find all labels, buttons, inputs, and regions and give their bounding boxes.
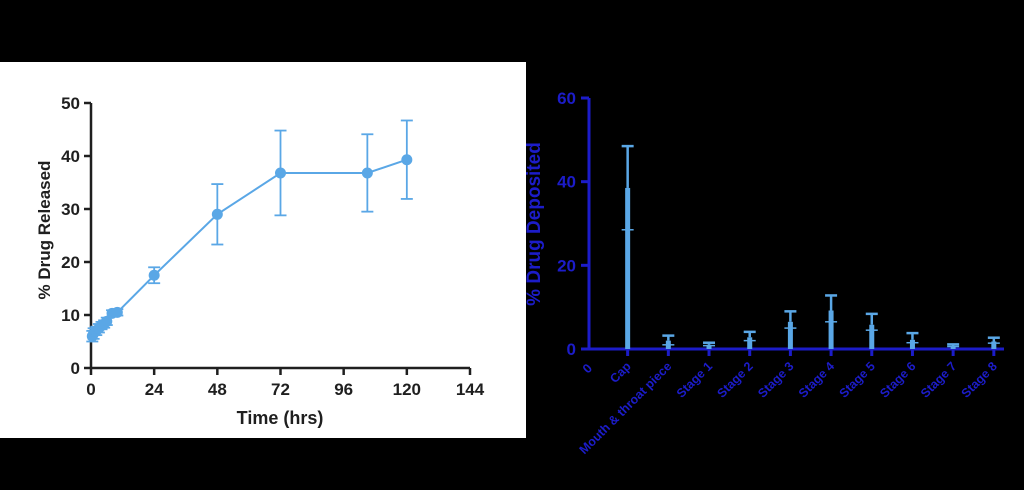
x-tick-label: Stage 6: [877, 359, 918, 400]
bar: [991, 341, 997, 349]
drug-release-line-chart: 0 10 20 30 40 50 0 24 48 72 96 120 144 Time (hrs) % …: [35, 94, 485, 428]
data-point: [101, 315, 113, 327]
bar: [828, 310, 834, 349]
x-tick-label: Stage 8: [959, 359, 1000, 400]
release-chart-panel: [0, 62, 526, 438]
x-tick-label: Cap: [607, 359, 634, 386]
bar: [869, 324, 875, 349]
bar: [747, 337, 753, 349]
data-point: [111, 306, 123, 318]
data-point: [401, 154, 413, 166]
x-tick-label: 48: [208, 380, 227, 399]
x-tick-label: Stage 2: [714, 359, 755, 400]
bar: [787, 321, 793, 349]
data-point: [275, 167, 286, 179]
bar: [625, 187, 631, 349]
x-tick-label: 120: [393, 380, 421, 399]
x-tick-label: Stage 7: [918, 359, 959, 400]
x-axis-label: Time (hrs): [237, 408, 324, 428]
x-origin-label: 0: [579, 361, 595, 377]
x-tick-label: 0: [86, 380, 95, 399]
series-line: [91, 158, 408, 337]
y-tick-label: 40: [557, 173, 576, 192]
x-tick-label: Stage 1: [674, 359, 715, 400]
x-tick-label: Stage 5: [837, 359, 878, 400]
x-tick-label: 72: [271, 380, 290, 399]
data-point: [148, 269, 160, 281]
data-point: [361, 167, 373, 179]
y-tick-label: 20: [557, 256, 576, 275]
y-tick-label: 60: [557, 89, 576, 108]
release-plot-area: 0 10 20 30 40 50 0 24 48 72 96 120 144: [61, 94, 485, 399]
x-tick-label: 144: [456, 380, 485, 399]
y-tick-label: 0: [567, 340, 576, 359]
x-tick-label: 96: [334, 380, 353, 399]
bar: [950, 346, 956, 349]
y-axis-label: % Drug Released: [35, 161, 54, 300]
data-point: [211, 208, 223, 220]
y-tick-label: 0: [71, 359, 80, 378]
y-tick-label: 10: [61, 306, 80, 325]
y-axis-label: % Drug Deposited: [524, 142, 545, 306]
x-tick-label: Stage 3: [755, 359, 796, 400]
y-tick-label: 20: [61, 253, 80, 272]
y-tick-label: 40: [61, 147, 80, 166]
x-tick-label: Stage 4: [796, 359, 837, 400]
bar: [909, 339, 915, 349]
y-tick-label: 50: [61, 94, 80, 113]
y-tick-label: 30: [61, 200, 80, 219]
bar: [706, 344, 712, 349]
x-tick-label: 24: [145, 380, 164, 399]
